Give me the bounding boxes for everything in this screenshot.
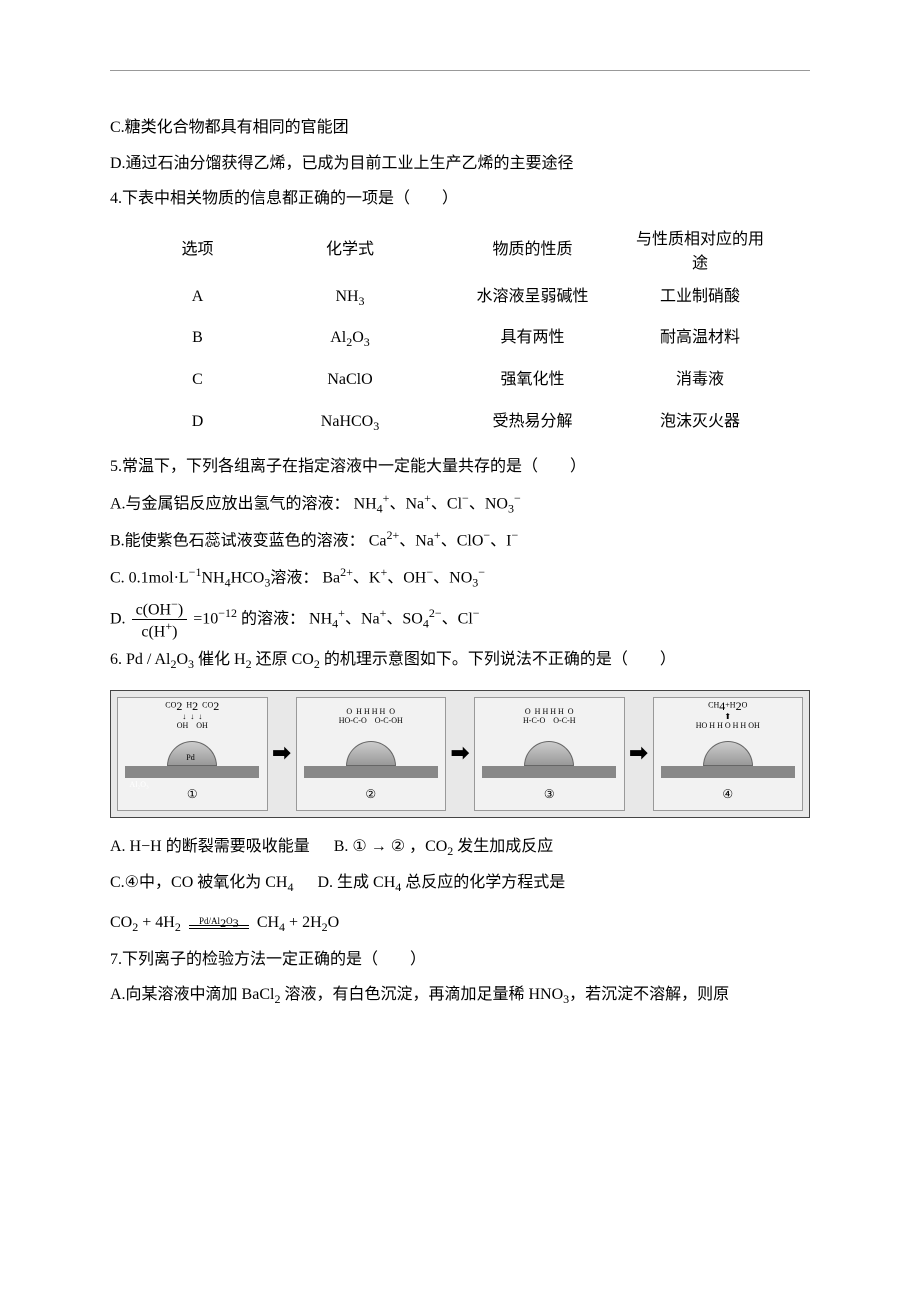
q5-a-prefix: A.与金属铝反应放出氢气的溶液： [110, 495, 350, 512]
q6-arrow-3-4: ➡ [629, 697, 649, 811]
q5-b-prefix: B.能使紫色石蕊试液变蓝色的溶液： [110, 533, 365, 550]
q4-c-formula: NaClO [255, 359, 445, 401]
q6-panel-4: CH4+H2O⬆HO H H O H H OH ④ [653, 697, 804, 811]
q6-p1-catalyst-blob: Pd [167, 741, 217, 766]
q7-option-a: A.向某溶液中滴加 BaCl2 溶液，有白色沉淀，再滴加足量稀 HNO3，若沉淀… [110, 978, 810, 1012]
q6-stem: 6. Pd / Al2O3 催化 H2 还原 CO2 的机理示意图如下。下列说法… [110, 643, 810, 677]
q4-header-prop: 物质的性质 [445, 229, 620, 271]
q7-stem: 7.下列离子的检验方法一定正确的是（ ） [110, 943, 810, 977]
q4-stem: 4.下表中相关物质的信息都正确的一项是（ ） [110, 182, 810, 216]
q4-row-c: C NaClO 强氧化性 消毒液 [140, 359, 810, 401]
q4-header-formula: 化学式 [255, 229, 445, 271]
q4-b-use: 耐高温材料 [620, 317, 780, 359]
q3-option-d: D.通过石油分馏获得乙烯，已成为目前工业上生产乙烯的主要途径 [110, 147, 810, 181]
q3-option-c: C.糖类化合物都具有相同的官能团 [110, 111, 810, 145]
q4-header-opt: 选项 [140, 229, 255, 271]
q4-a-prop: 水溶液呈弱碱性 [445, 276, 620, 318]
q6-equation-condition: Pd/Al2O3 [189, 919, 249, 929]
q6-option-a: A. H−H 的断裂需要吸收能量 [110, 838, 310, 855]
q6-option-d: D. 生成 CH4 总反应的化学方程式是 [317, 874, 565, 891]
q4-c-opt: C [140, 359, 255, 401]
q5-d-frac-num: c(OH−) [132, 598, 188, 620]
q4-a-opt: A [140, 276, 255, 318]
q6-p1-substrate: Al₂O₃ [125, 766, 259, 778]
q4-header-row: 选项 化学式 物质的性质 与性质相对应的用 途 [140, 224, 810, 276]
q4-a-use: 工业制硝酸 [620, 276, 780, 318]
q4-row-a: A NH3 水溶液呈弱碱性 工业制硝酸 [140, 276, 810, 318]
q6-p1-number: ① [187, 782, 198, 807]
q6-mechanism-figure: CO2 H2 CO2↓ ↓ ↓OH OH Pd Al₂O₃ ① ➡ O H H … [110, 690, 810, 818]
q6-p1-top: CO2 H2 CO2↓ ↓ ↓OH OH [118, 700, 267, 731]
q5-stem: 5.常温下，下列各组离子在指定溶液中一定能大量共存的是（ ） [110, 450, 810, 484]
q6-equation-catalyst: Pd/Al2O3 [189, 911, 249, 936]
q6-p3-number: ③ [544, 782, 555, 807]
q6-p4-catalyst-blob [703, 741, 753, 766]
q4-b-opt: B [140, 317, 255, 359]
q6-p3-substrate [482, 766, 616, 778]
q5-option-b: B.能使紫色石蕊试液变蓝色的溶液： Ca2+、Na+、ClO−、I− [110, 523, 810, 558]
q4-b-formula: Al2O3 [255, 317, 445, 359]
q4-d-formula: NaHCO3 [255, 401, 445, 443]
q5-option-d: D. c(OH−) c(H+) =10−12 的溶液： NH4+、Na+、SO4… [110, 598, 810, 641]
q5-d-frac-den: c(H+) [132, 620, 188, 641]
q6-p2-number: ② [365, 782, 376, 807]
q6-p3-catalyst-blob [524, 741, 574, 766]
q4-d-prop: 受热易分解 [445, 401, 620, 443]
q4-table: 选项 化学式 物质的性质 与性质相对应的用 途 A NH3 水溶液呈弱碱性 工业… [140, 224, 810, 442]
q4-d-opt: D [140, 401, 255, 443]
q6-equation: CO2 + 4H2 Pd/Al2O3 CH4 + 2H2O [110, 906, 810, 940]
page-top-rule [110, 70, 810, 71]
q6-option-b: B. ① → ② ，CO2 发生加成反应 [334, 838, 554, 855]
q4-c-prop: 强氧化性 [445, 359, 620, 401]
q6-p4-substrate [661, 766, 795, 778]
q6-p4-number: ④ [722, 782, 733, 807]
q4-c-use: 消毒液 [620, 359, 780, 401]
q6-p2-substrate [304, 766, 438, 778]
q4-b-prop: 具有两性 [445, 317, 620, 359]
q6-panel-2: O H H H H OHO-C-O O-C-OH ② [296, 697, 447, 811]
q6-arrow-1-2: ➡ [272, 697, 292, 811]
q6-p2-top: O H H H H OHO-C-O O-C-OH [297, 700, 446, 726]
q6-arrow-2-3: ➡ [450, 697, 470, 811]
q4-header-use-line2: 途 [692, 255, 708, 272]
q6-panel-3: O H H H H OH-C-O O-C-H ③ [474, 697, 625, 811]
q6-p4-top: CH4+H2O⬆HO H H O H H OH [654, 700, 803, 731]
q6-options-row2: C.④中，CO 被氧化为 CH4 D. 生成 CH4 总反应的化学方程式是 [110, 866, 810, 900]
q4-header-use-line1: 与性质相对应的用 [636, 231, 764, 248]
q5-d-fraction: c(OH−) c(H+) [132, 598, 188, 641]
q5-option-a: A.与金属铝反应放出氢气的溶液： NH4+、Na+、Cl−、NO3− [110, 486, 810, 522]
q6-p2-catalyst-blob [346, 741, 396, 766]
q5-option-c: C. 0.1mol·L−1NH4HCO3溶液： Ba2+、K+、OH−、NO3− [110, 560, 810, 596]
q4-a-formula: NH3 [255, 276, 445, 318]
q6-options-row1: A. H−H 的断裂需要吸收能量 B. ① → ② ，CO2 发生加成反应 [110, 830, 810, 864]
q4-row-d: D NaHCO3 受热易分解 泡沫灭火器 [140, 401, 810, 443]
q4-header-use: 与性质相对应的用 途 [620, 224, 780, 276]
q6-panel-1: CO2 H2 CO2↓ ↓ ↓OH OH Pd Al₂O₃ ① [117, 697, 268, 811]
q6-option-c: C.④中，CO 被氧化为 CH4 [110, 874, 293, 891]
q4-row-b: B Al2O3 具有两性 耐高温材料 [140, 317, 810, 359]
q5-d-prefix: D. [110, 610, 130, 627]
q4-d-use: 泡沫灭火器 [620, 401, 780, 443]
q6-p3-top: O H H H H OH-C-O O-C-H [475, 700, 624, 726]
